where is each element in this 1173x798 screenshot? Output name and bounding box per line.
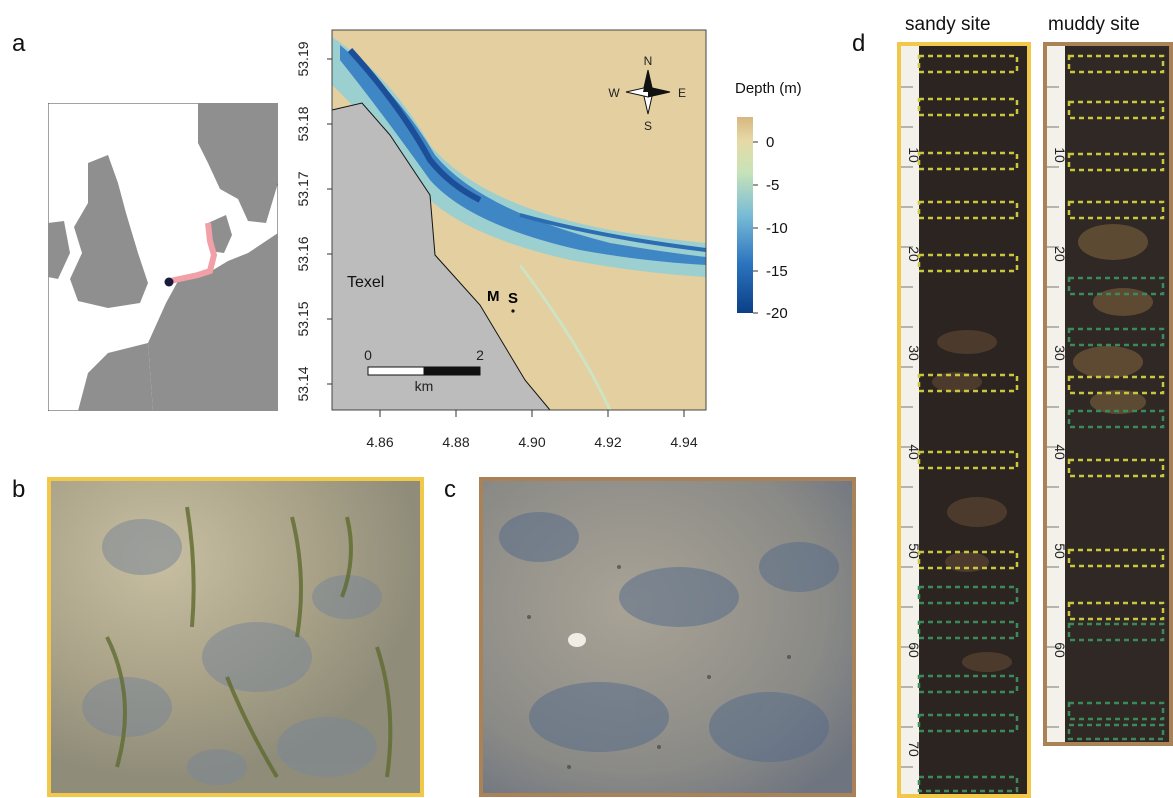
colorbar-title: Depth (m)	[735, 80, 802, 97]
x-tick-label: 4.92	[594, 434, 621, 450]
y-tick-label: 53.19	[295, 41, 311, 76]
y-tick-label: 53.16	[295, 236, 311, 271]
sandy-core-image: 10 20 30 40 50 60 70	[897, 42, 1031, 798]
site-s-marker	[511, 309, 514, 312]
y-tick-label: 53.17	[295, 171, 311, 206]
muddy-core-image: 10 20 30 40 50 60	[1043, 42, 1173, 746]
muddy-sediment-photo	[479, 477, 856, 797]
colorbar-tick: -15	[766, 263, 788, 280]
x-tick-label: 4.90	[518, 434, 545, 450]
europe-inset-map	[48, 103, 278, 411]
compass-e: E	[678, 86, 686, 100]
sandy-core-title: sandy site	[905, 14, 991, 36]
colorbar-tick: 0	[766, 134, 774, 151]
bathymetry-map: 53.19 53.18 53.17 53.16 53.15 53.14 4.86…	[280, 15, 880, 465]
x-tick-label: 4.88	[442, 434, 469, 450]
compass-n: N	[644, 54, 653, 68]
scale-bar-unit: km	[415, 378, 434, 394]
core-depth-tick: 60	[906, 642, 922, 658]
core-depth-tick: 20	[1052, 246, 1068, 262]
y-tick-label: 53.14	[295, 366, 311, 401]
map-x-axis: 4.86 4.88 4.90 4.92 4.94	[366, 410, 697, 450]
compass-w: W	[608, 86, 620, 100]
sandy-sediment-photo	[47, 477, 424, 797]
y-tick-label: 53.15	[295, 301, 311, 336]
core-depth-tick: 30	[1052, 345, 1068, 361]
core-depth-tick: 70	[906, 741, 922, 757]
core-depth-tick: 10	[1052, 147, 1068, 163]
depth-colorbar: Depth (m) 0 -5 -10 -15 -20	[735, 80, 802, 322]
scale-bar-max: 2	[476, 347, 484, 363]
core-depth-tick: 60	[1052, 642, 1068, 658]
study-site-dot	[165, 278, 174, 287]
core-depth-tick: 30	[906, 345, 922, 361]
y-tick-label: 53.18	[295, 106, 311, 141]
place-label-texel: Texel	[347, 274, 384, 291]
panel-label-b: b	[12, 476, 25, 504]
site-s-label: S	[508, 290, 518, 307]
scale-bar-min: 0	[364, 347, 372, 363]
panel-label-a: a	[12, 30, 25, 58]
colorbar-tick: -5	[766, 177, 779, 194]
map-y-axis: 53.19 53.18 53.17 53.16 53.15 53.14	[295, 41, 332, 401]
site-m-label: M	[487, 288, 500, 305]
muddy-core-title: muddy site	[1048, 14, 1140, 36]
colorbar-tick: -20	[766, 305, 788, 322]
core-depth-tick: 50	[1052, 543, 1068, 559]
x-tick-label: 4.94	[670, 434, 697, 450]
panel-label-c: c	[444, 476, 456, 504]
core-depth-tick: 40	[1052, 444, 1068, 460]
x-tick-label: 4.86	[366, 434, 393, 450]
compass-s: S	[644, 119, 652, 133]
colorbar-tick: -10	[766, 220, 788, 237]
